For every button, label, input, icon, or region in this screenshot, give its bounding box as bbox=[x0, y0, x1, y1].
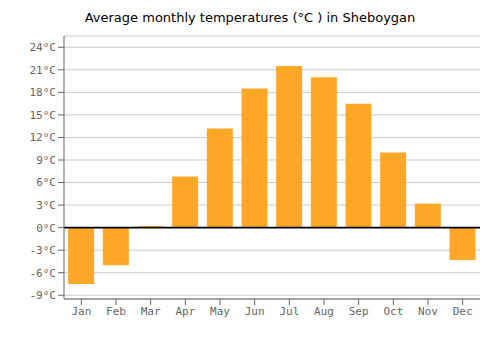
svg-text:Mar: Mar bbox=[141, 305, 161, 318]
svg-text:3°C: 3°C bbox=[36, 199, 56, 212]
svg-text:21°C: 21°C bbox=[30, 64, 57, 77]
svg-text:-6°C: -6°C bbox=[30, 267, 57, 280]
svg-text:-9°C: -9°C bbox=[30, 289, 57, 302]
svg-text:Jun: Jun bbox=[245, 305, 265, 318]
svg-text:0°C: 0°C bbox=[36, 222, 56, 235]
svg-text:Apr: Apr bbox=[175, 305, 195, 318]
svg-text:9°C: 9°C bbox=[36, 154, 56, 167]
svg-text:May: May bbox=[210, 305, 230, 318]
svg-text:12°C: 12°C bbox=[30, 131, 57, 144]
svg-text:24°C: 24°C bbox=[30, 41, 57, 54]
html-text:Average monthly temperatures (: Average monthly temperatures (°C ) in Sh… bbox=[84, 10, 416, 25]
svg-text:Feb: Feb bbox=[106, 305, 126, 318]
svg-text:Jan: Jan bbox=[71, 305, 91, 318]
svg-text:15°C: 15°C bbox=[30, 109, 57, 122]
svg-text:-3°C: -3°C bbox=[30, 244, 57, 257]
svg-text:Dec: Dec bbox=[453, 305, 473, 318]
svg-text:Sep: Sep bbox=[349, 305, 369, 318]
svg-text:Aug: Aug bbox=[314, 305, 334, 318]
svg-text:18°C: 18°C bbox=[30, 86, 57, 99]
svg-text:Oct: Oct bbox=[383, 305, 403, 318]
svg-text:Jul: Jul bbox=[279, 305, 299, 318]
svg-text:6°C: 6°C bbox=[36, 176, 56, 189]
svg-text:Nov: Nov bbox=[418, 305, 438, 318]
